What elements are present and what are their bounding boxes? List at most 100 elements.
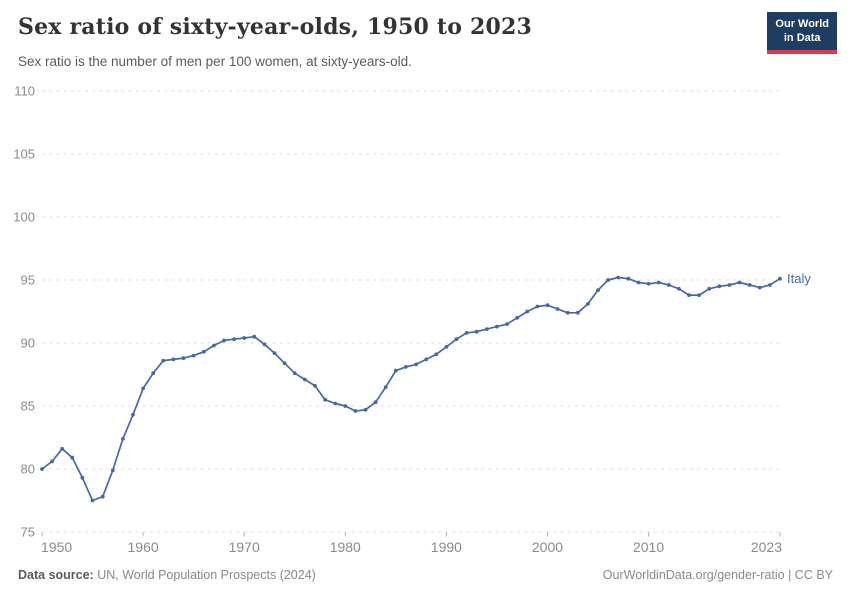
data-point-1995 (495, 324, 499, 329)
data-point-2004 (586, 302, 590, 306)
data-point-1955 (90, 498, 95, 503)
page-title: Sex ratio of sixty-year-olds, 1950 to 20… (18, 14, 532, 40)
data-point-1951 (50, 459, 54, 464)
data-source: Data source: UN, World Population Prospe… (18, 568, 316, 582)
series-label-italy: Italy (787, 271, 811, 286)
data-point-1987 (414, 362, 418, 367)
data-point-1967 (212, 343, 216, 348)
data-point-2002 (565, 310, 570, 315)
data-point-1957 (110, 468, 115, 473)
data-point-2013 (677, 286, 681, 291)
data-point-1979 (333, 401, 338, 406)
y-axis-label-80: 80 (21, 462, 35, 477)
data-point-1997 (515, 315, 520, 320)
data-point-1959 (131, 412, 135, 417)
x-axis-label-1950: 1950 (41, 539, 72, 555)
data-point-1964 (181, 356, 186, 360)
data-point-1993 (474, 329, 479, 334)
data-point-2016 (707, 286, 712, 291)
data-point-2009 (636, 280, 641, 285)
data-point-2015 (697, 293, 701, 297)
y-axis-label-85: 85 (21, 399, 35, 414)
data-point-1986 (404, 365, 408, 369)
data-point-2018 (727, 283, 732, 287)
x-axis-label-2010: 2010 (633, 539, 664, 555)
footer-link[interactable]: OurWorldinData.org/gender-ratio | CC BY (602, 568, 833, 582)
data-point-1996 (505, 322, 509, 326)
data-point-1981 (353, 409, 358, 413)
data-point-2001 (555, 307, 560, 311)
y-axis-label-90: 90 (21, 336, 35, 351)
data-point-1954 (80, 475, 85, 480)
data-point-1968 (222, 338, 226, 343)
data-point-1956 (100, 494, 105, 499)
data-point-2012 (666, 283, 671, 287)
data-point-2006 (606, 278, 610, 282)
data-point-2000 (545, 303, 550, 308)
data-point-1961 (151, 371, 156, 376)
data-point-1998 (525, 309, 530, 314)
y-axis-label-75: 75 (21, 525, 35, 540)
owid-logo-line2: in Data (783, 32, 821, 45)
data-source-label: Data source: (18, 568, 94, 582)
data-point-2010 (646, 281, 651, 286)
data-point-1977 (313, 383, 317, 388)
data-point-1975 (292, 371, 297, 376)
data-point-1992 (464, 331, 469, 335)
data-point-1972 (262, 342, 267, 347)
owid-logo-line1: Our World (775, 18, 829, 30)
y-axis-label-105: 105 (13, 147, 35, 162)
data-point-1983 (373, 400, 378, 405)
data-point-1994 (484, 327, 489, 331)
data-point-1991 (454, 337, 459, 342)
x-axis-label-1960: 1960 (128, 539, 159, 555)
data-point-1989 (434, 352, 439, 357)
data-point-2019 (737, 280, 742, 285)
x-axis-label-1980: 1980 (330, 539, 361, 555)
data-point-1988 (424, 357, 429, 362)
data-point-1952 (60, 446, 65, 451)
y-axis-label-95: 95 (21, 273, 35, 288)
data-point-1976 (302, 377, 307, 382)
data-point-1960 (141, 386, 146, 391)
data-point-2011 (656, 280, 661, 285)
data-point-1982 (363, 407, 368, 412)
owid-logo[interactable]: Our World in Data (767, 12, 837, 54)
data-point-2005 (596, 288, 600, 292)
data-point-1965 (191, 353, 196, 358)
data-point-1963 (171, 357, 176, 362)
data-point-1990 (444, 344, 449, 349)
y-axis-label-110: 110 (14, 84, 35, 99)
data-point-1999 (535, 304, 540, 309)
data-point-1973 (272, 351, 277, 355)
data-source-text: UN, World Population Prospects (2024) (93, 568, 316, 582)
data-point-2008 (626, 276, 631, 281)
page-subtitle: Sex ratio is the number of men per 100 w… (18, 54, 412, 69)
data-point-1962 (161, 358, 166, 363)
series-line-italy (41, 276, 781, 502)
x-axis-label-2000: 2000 (532, 539, 563, 555)
data-point-1969 (232, 337, 237, 342)
data-point-1971 (252, 334, 257, 339)
data-point-1970 (242, 336, 247, 340)
data-point-1953 (70, 455, 75, 460)
data-point-2021 (757, 285, 762, 290)
data-point-2023 (778, 276, 782, 281)
data-point-1984 (383, 385, 388, 389)
data-point-1958 (121, 436, 125, 441)
y-axis-label-100: 100 (13, 210, 35, 225)
data-point-1950 (40, 467, 44, 471)
data-point-1974 (282, 361, 287, 366)
data-point-2017 (717, 284, 722, 289)
data-point-2014 (687, 293, 691, 297)
x-axis-label-1990: 1990 (431, 539, 462, 555)
data-point-1980 (343, 404, 348, 408)
data-point-1966 (201, 349, 206, 354)
data-point-1978 (323, 397, 327, 402)
data-point-1985 (393, 368, 398, 373)
x-axis-label-2023: 2023 (751, 539, 782, 555)
data-point-2003 (575, 310, 580, 315)
data-point-2022 (768, 283, 772, 287)
